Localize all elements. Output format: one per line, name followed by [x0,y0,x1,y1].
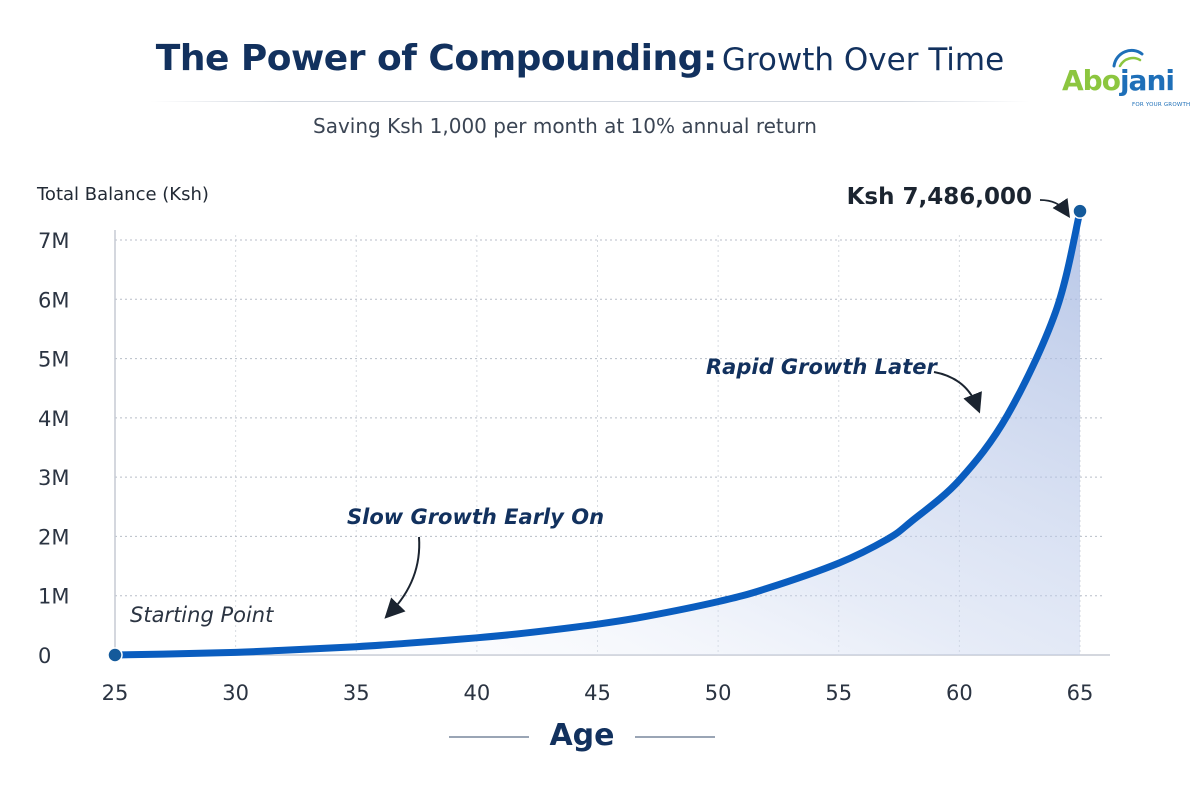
y-tick-label: 1M [38,585,69,609]
start-point [107,647,123,663]
area-fill [115,211,1080,656]
slow-growth-arrow [384,536,421,619]
x-axis-title: Age [0,718,1164,753]
x-tick-label: 50 [705,681,732,705]
axes: 0 1M 2M 3M 4M 5M 6M 7M 25 30 35 40 45 50 55 60 65 [38,229,1110,705]
y-tick-label: 5M [38,348,69,372]
x-tick-label: 25 [102,681,129,705]
starting-point-label: Starting Point [130,603,274,627]
logo-text-jani: jani [1119,64,1175,97]
slow-growth-label: Slow Growth Early On [347,505,604,529]
chart-subtitle: Saving Ksh 1,000 per month at 10% annual… [313,114,817,138]
x-tick-label: 55 [825,681,852,705]
x-tick-label: 60 [946,681,973,705]
x-tick-label: 40 [464,681,491,705]
x-tick-label: 65 [1067,681,1094,705]
title-bold: The Power of Compounding: [155,38,717,79]
growth-line [111,207,1084,659]
area-fill-shape [115,211,1080,656]
x-tick-label: 35 [343,681,370,705]
logo-text-abo: Abo [1062,64,1121,97]
logo-swoosh-icon [1112,49,1144,68]
x-axis-label: Age [549,718,615,753]
title-regular: Growth Over Time [721,42,1005,78]
annotations: Ksh 7,486,000 Rapid Growth Later Slow Grow… [130,184,1070,627]
y-tick-label: 2M [38,525,69,549]
final-value-label: Ksh 7,486,000 [847,184,1032,210]
final-value-arrow [1039,198,1070,218]
title-divider [150,101,1030,102]
abojani-logo: Abojani FOR YOUR GROWTH [1058,40,1193,120]
y-tick-label: 0 [38,644,51,668]
y-tick-label: 6M [38,288,69,312]
x-tick-label: 30 [222,681,249,705]
rapid-growth-label: Rapid Growth Later [706,355,938,379]
series-line [107,203,1088,663]
page-title: The Power of Compounding: Growth Over Ti… [0,38,1160,79]
logo-tagline: FOR YOUR GROWTH [1132,102,1191,108]
end-point [1072,203,1088,219]
y-axis-label: Total Balance (Ksh) [37,184,209,205]
y-tick-label: 7M [38,229,69,253]
y-tick-label: 4M [38,407,69,431]
x-tick-label: 45 [584,681,611,705]
y-tick-label: 3M [38,466,69,490]
logo-wordmark: Abojani [1062,64,1175,97]
rapid-growth-arrow [933,371,982,414]
